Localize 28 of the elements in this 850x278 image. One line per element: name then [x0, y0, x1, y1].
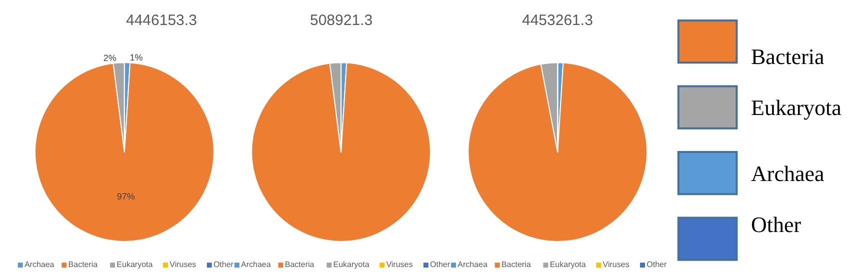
legend-label: Other — [213, 260, 234, 270]
legend-label: Archaea — [241, 260, 272, 270]
legend-label: Archaea — [24, 260, 55, 270]
legend-label: Archaea — [458, 260, 488, 270]
pie-slice — [251, 62, 431, 242]
legend-label: Viruses — [602, 260, 630, 270]
data-label: 2% — [103, 52, 116, 63]
legend-label: Eukaryota — [116, 260, 154, 270]
category-label: Archaea — [751, 161, 825, 186]
legend-label: Eukaryota — [333, 260, 370, 270]
data-label: 1% — [130, 52, 143, 63]
legend-label: Bacteria — [501, 260, 532, 270]
legend-label: Eukaryota — [550, 260, 586, 270]
data-label: 97% — [116, 192, 135, 202]
legend-label: Viruses — [170, 260, 196, 270]
chart-title: 508921.3 — [310, 12, 373, 29]
legend-label: Bacteria — [68, 260, 98, 270]
category-label: Other — [751, 212, 802, 237]
chart-title: 4453261.3 — [522, 12, 593, 29]
legend-label: Bacteria — [284, 260, 315, 270]
category-label: Eukaryota — [751, 95, 842, 120]
pie-slice — [468, 62, 648, 242]
chart-title: 4446153.3 — [126, 12, 197, 29]
legend-label: Viruses — [386, 260, 413, 270]
pie-slice — [34, 62, 214, 242]
legend-label: Other — [430, 260, 450, 270]
legend-label: Other — [646, 260, 667, 270]
category-label: Bacteria — [751, 44, 825, 69]
